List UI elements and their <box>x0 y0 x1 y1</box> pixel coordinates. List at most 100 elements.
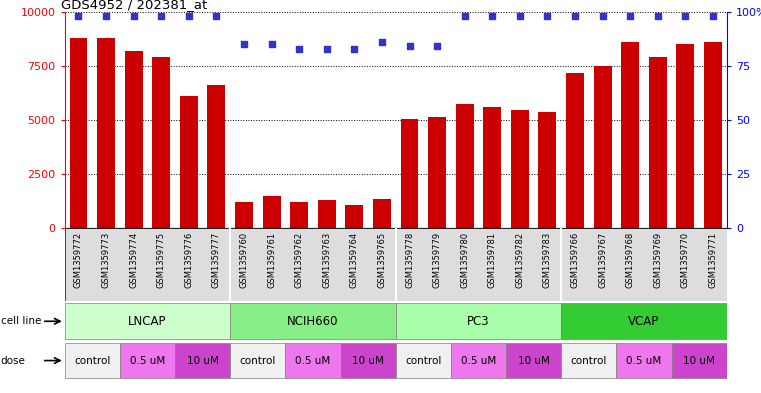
Bar <box>511 110 529 228</box>
Point <box>266 41 278 47</box>
Bar <box>373 199 391 228</box>
Point <box>514 13 526 19</box>
Bar <box>69 38 88 228</box>
Text: LNCAP: LNCAP <box>128 315 167 328</box>
Bar <box>400 119 419 228</box>
Bar <box>208 85 225 228</box>
Text: GSM1359782: GSM1359782 <box>515 231 524 288</box>
Point <box>238 41 250 47</box>
Point <box>183 13 195 19</box>
Text: GSM1359772: GSM1359772 <box>74 231 83 288</box>
Bar <box>318 200 336 228</box>
Bar <box>561 303 727 339</box>
Text: GSM1359779: GSM1359779 <box>432 231 441 288</box>
Text: 0.5 uM: 0.5 uM <box>461 356 496 365</box>
Text: GSM1359777: GSM1359777 <box>212 231 221 288</box>
Text: 10 uM: 10 uM <box>683 356 715 365</box>
Text: PC3: PC3 <box>467 315 490 328</box>
Bar <box>120 343 175 378</box>
Bar <box>677 44 694 228</box>
Point <box>541 13 553 19</box>
Text: GSM1359762: GSM1359762 <box>295 231 304 288</box>
Bar <box>451 343 506 378</box>
Text: control: control <box>74 356 110 365</box>
Text: GSM1359765: GSM1359765 <box>377 231 387 288</box>
Text: GSM1359780: GSM1359780 <box>460 231 470 288</box>
Bar <box>230 303 396 339</box>
Point <box>72 13 84 19</box>
Bar <box>230 343 285 378</box>
Bar <box>561 343 616 378</box>
Text: GSM1359775: GSM1359775 <box>157 231 166 288</box>
Point <box>597 13 609 19</box>
Text: 0.5 uM: 0.5 uM <box>295 356 330 365</box>
Bar <box>285 343 341 378</box>
Bar <box>345 205 363 228</box>
Point <box>210 13 222 19</box>
Text: GSM1359770: GSM1359770 <box>681 231 690 288</box>
Point <box>431 43 443 50</box>
Text: GSM1359778: GSM1359778 <box>405 231 414 288</box>
Bar <box>396 303 561 339</box>
Text: GDS4952 / 202381_at: GDS4952 / 202381_at <box>62 0 208 11</box>
Bar <box>263 195 281 228</box>
Point <box>376 39 388 45</box>
Text: control: control <box>571 356 607 365</box>
Text: 0.5 uM: 0.5 uM <box>626 356 661 365</box>
Point <box>403 43 416 50</box>
Bar <box>704 42 722 228</box>
Text: 10 uM: 10 uM <box>186 356 218 365</box>
Text: GSM1359767: GSM1359767 <box>598 231 607 288</box>
Bar <box>566 73 584 228</box>
Bar <box>396 343 451 378</box>
Text: GSM1359769: GSM1359769 <box>653 231 662 288</box>
Bar <box>97 38 115 228</box>
Text: control: control <box>405 356 441 365</box>
Text: GSM1359773: GSM1359773 <box>101 231 110 288</box>
Text: GSM1359764: GSM1359764 <box>350 231 359 288</box>
Point <box>569 13 581 19</box>
Text: cell line: cell line <box>1 316 41 326</box>
Text: GSM1359760: GSM1359760 <box>240 231 249 288</box>
Text: GSM1359766: GSM1359766 <box>571 231 580 288</box>
Bar <box>483 107 501 228</box>
Text: VCAP: VCAP <box>629 315 660 328</box>
Bar <box>175 343 230 378</box>
Point <box>155 13 167 19</box>
Point <box>680 13 692 19</box>
Bar <box>649 57 667 228</box>
Bar <box>290 202 308 228</box>
Text: GSM1359771: GSM1359771 <box>708 231 718 288</box>
Text: dose: dose <box>1 356 26 365</box>
Bar <box>341 343 396 378</box>
Bar <box>180 96 198 228</box>
Point <box>128 13 140 19</box>
Text: GSM1359774: GSM1359774 <box>129 231 139 288</box>
Text: NCIH660: NCIH660 <box>287 315 339 328</box>
Point <box>293 45 305 51</box>
Bar <box>428 117 446 228</box>
Bar <box>506 343 561 378</box>
Bar <box>594 66 612 228</box>
Point <box>707 13 719 19</box>
Text: GSM1359783: GSM1359783 <box>543 231 552 288</box>
Bar <box>539 112 556 228</box>
Text: 10 uM: 10 uM <box>352 356 384 365</box>
Bar <box>65 303 230 339</box>
Text: 10 uM: 10 uM <box>517 356 549 365</box>
Text: 0.5 uM: 0.5 uM <box>130 356 165 365</box>
Bar <box>125 51 142 228</box>
Point <box>651 13 664 19</box>
Bar <box>152 57 170 228</box>
Bar <box>621 42 639 228</box>
Bar <box>671 343 727 378</box>
Text: GSM1359776: GSM1359776 <box>184 231 193 288</box>
Text: GSM1359761: GSM1359761 <box>267 231 276 288</box>
Bar <box>456 104 473 228</box>
Point <box>320 45 333 51</box>
Text: GSM1359763: GSM1359763 <box>322 231 331 288</box>
Text: GSM1359768: GSM1359768 <box>626 231 635 288</box>
Point <box>486 13 498 19</box>
Point <box>459 13 471 19</box>
Text: GSM1359781: GSM1359781 <box>488 231 497 288</box>
